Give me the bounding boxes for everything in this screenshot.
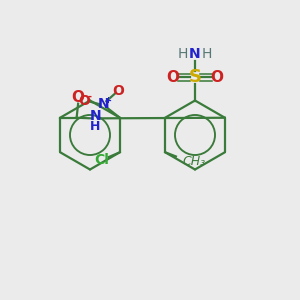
Text: O: O [78,94,90,108]
Text: H: H [178,47,188,61]
Text: S: S [188,68,202,86]
Text: +: + [104,95,111,104]
Text: O: O [211,70,224,85]
Text: CH₃: CH₃ [182,155,206,168]
Text: Cl: Cl [94,153,109,167]
Text: N: N [189,47,201,61]
Text: N: N [98,97,109,111]
Text: N: N [89,109,101,123]
Text: H: H [90,120,101,133]
Text: -: - [87,92,91,102]
Text: O: O [166,70,179,85]
Text: O: O [72,89,85,104]
Text: H: H [202,47,212,61]
Text: O: O [112,84,124,98]
